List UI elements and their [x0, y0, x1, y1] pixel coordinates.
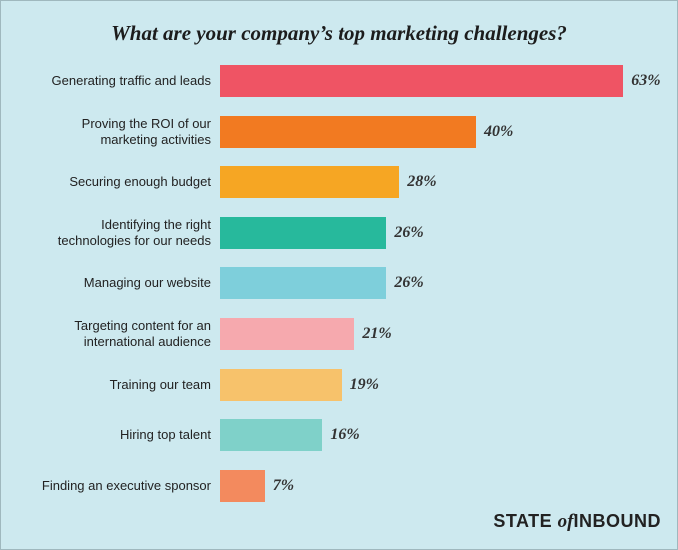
- bar: [220, 115, 476, 148]
- category-label: Managing our website: [83, 275, 211, 291]
- value-label: 40%: [484, 122, 514, 140]
- brand-text: of: [557, 511, 574, 532]
- value-label: 21%: [362, 325, 392, 342]
- value-label: 26%: [394, 274, 424, 292]
- category-label: Targeting content for an international a…: [74, 318, 211, 349]
- value-label: 28%: [407, 173, 437, 191]
- category-label: Proving the ROI of our marketing activit…: [81, 115, 211, 147]
- value-label: 63%: [631, 72, 661, 89]
- category-label: Training our team: [109, 376, 211, 392]
- category-label: Hiring top talent: [119, 427, 211, 443]
- category-label: Finding an executive sponsor: [41, 477, 211, 493]
- value-label: 26%: [394, 223, 424, 241]
- value-label: 7%: [272, 476, 295, 494]
- bar: [220, 216, 387, 249]
- brand-text: INBOUND: [573, 511, 661, 531]
- bar: [220, 318, 355, 350]
- value-label: 19%: [349, 375, 379, 393]
- bar: [220, 267, 387, 300]
- category-label: Identifying the right technologies for o…: [57, 216, 211, 248]
- category-label: Generating traffic and leads: [51, 73, 211, 88]
- value-label: 16%: [330, 426, 360, 444]
- bar: [220, 469, 265, 502]
- brand: STATE ofINBOUND: [493, 511, 661, 533]
- bar: [220, 65, 624, 97]
- bar: [220, 166, 400, 199]
- chart-title: What are your company’s top marketing ch…: [111, 21, 567, 45]
- category-label: Securing enough budget: [69, 174, 211, 190]
- brand-text: STATE: [493, 511, 553, 531]
- bar: [220, 368, 342, 401]
- bar: [220, 419, 323, 452]
